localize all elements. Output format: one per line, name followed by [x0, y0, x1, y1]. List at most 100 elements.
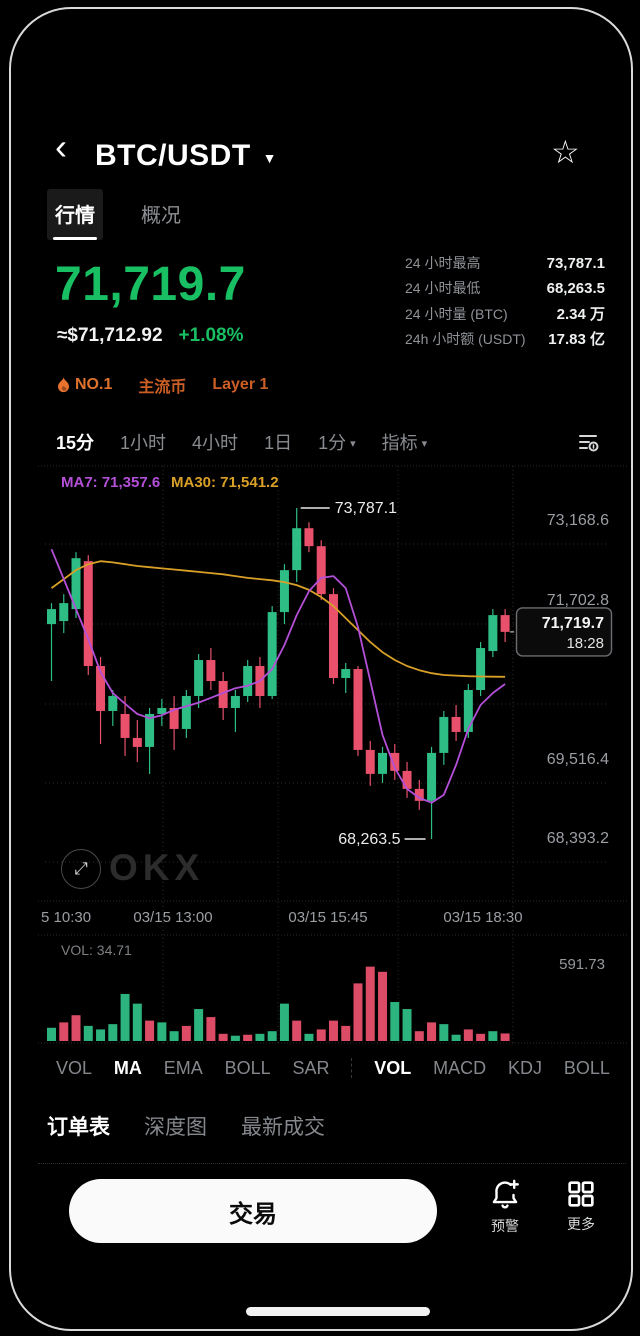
bell-plus-icon: [492, 1179, 519, 1209]
indicator-boll-8[interactable]: BOLL: [563, 1057, 610, 1078]
indicator-settings-icon[interactable]: [563, 424, 613, 460]
chart-text: 69,516.4: [547, 751, 609, 768]
token-badges: NO.1 主流币 Layer 1: [57, 373, 268, 397]
favorite-star-icon[interactable]: ☆: [551, 134, 580, 170]
divider: [38, 1163, 627, 1164]
volume-bar: [500, 1033, 510, 1041]
timeframe-toolbar: 15分 1小时 4小时 1日 1分 ▾ 指标 ▾: [43, 423, 623, 461]
indicator-ma-1[interactable]: MA: [113, 1057, 142, 1078]
candle-body: [169, 707, 179, 729]
candle-body: [71, 558, 81, 610]
stat-value: 17.83 亿: [548, 331, 605, 348]
candle-body: [279, 570, 289, 613]
volume-bar: [218, 1033, 228, 1041]
candle-body: [194, 660, 204, 696]
volume-bar: [181, 1025, 191, 1041]
volume-bars: [47, 966, 510, 1041]
timeframe-1小时[interactable]: 1小时: [120, 433, 167, 453]
volume-bar: [353, 983, 363, 1041]
indicator-kdj-7[interactable]: KDJ: [507, 1057, 542, 1078]
candle-body: [218, 681, 228, 708]
timeframe-1分[interactable]: 1分 ▾: [318, 433, 356, 453]
indicator-boll-3[interactable]: BOLL: [224, 1057, 271, 1078]
more-button[interactable]: 更多: [551, 1178, 611, 1234]
ma-legend[interactable]: MA7: 71,357.6 MA30: 71,541.2: [61, 474, 279, 491]
candle-body: [341, 669, 351, 679]
home-indicator[interactable]: [246, 1307, 430, 1316]
candle-body: [267, 612, 277, 696]
candlesticks: [47, 508, 510, 839]
orderbook-tabs: 订单表 深度图 最新成交: [47, 1111, 325, 1141]
volume-bar: [292, 1020, 302, 1041]
indicator-ema-2[interactable]: EMA: [163, 1057, 203, 1078]
volume-bar: [390, 1002, 400, 1041]
volume-bar: [463, 1029, 473, 1041]
chart-text: 5 10:30: [41, 909, 91, 926]
tab-概况[interactable]: 概况: [141, 205, 181, 227]
candle-body: [243, 666, 253, 696]
candle-body: [145, 713, 155, 747]
chevron-down-icon: ▾: [421, 437, 428, 450]
timeframe-4小时[interactable]: 4小时: [192, 433, 239, 453]
tag-badge[interactable]: 主流币: [138, 379, 187, 396]
stat-value: 2.34 万: [556, 306, 605, 323]
volume-bar: [230, 1035, 240, 1041]
tab-深度图[interactable]: 深度图: [144, 1116, 207, 1139]
volume-bar: [304, 1033, 314, 1041]
rank-label: NO.1: [75, 376, 113, 393]
chart-text: 03/15 15:45: [288, 909, 367, 926]
chevron-down-icon: ▾: [350, 437, 356, 450]
chart-text: 73,168.6: [547, 512, 609, 529]
candle-body: [378, 752, 388, 774]
indicator-sar-4[interactable]: SAR: [292, 1057, 330, 1078]
chart-text: 68,263.5: [338, 831, 400, 848]
alert-button[interactable]: 预警: [475, 1178, 535, 1236]
stat-row: 24 小时最低 68,263.5: [405, 278, 605, 299]
candle-body: [181, 695, 191, 729]
candle-body: [439, 716, 449, 753]
expand-arrows-icon: ⤢: [74, 859, 88, 878]
flame-icon: [58, 377, 69, 393]
volume-bar: [59, 1022, 69, 1041]
stat-label: 24 小时最高: [405, 255, 481, 271]
timeframe-指标[interactable]: 指标 ▾: [381, 433, 428, 453]
candle-body: [390, 752, 400, 771]
current-price-tag: 71,719.7 18:28: [510, 607, 613, 657]
chart-gridlines: [38, 465, 627, 1044]
candle-body: [83, 561, 93, 667]
volume-bar: [83, 1025, 93, 1041]
chart-text: VOL: 34.71: [61, 942, 132, 958]
indicator-macd-6[interactable]: MACD: [433, 1057, 487, 1078]
price-chart[interactable]: VOL: 34.71 591.73 MA7: 71,357.6 MA30: 71,54…: [13, 461, 627, 1046]
expand-chart-button[interactable]: ⤢: [61, 849, 101, 889]
timeframe-1日[interactable]: 1日: [264, 433, 293, 453]
stat-value: 73,787.1: [546, 255, 605, 272]
chart-text: 18:28: [566, 635, 604, 652]
pair-title-dropdown[interactable]: BTC/USDT ▼: [95, 139, 277, 173]
timeframe-15分[interactable]: 15分: [56, 433, 95, 453]
tab-订单表[interactable]: 订单表: [47, 1116, 110, 1139]
tab-最新成交[interactable]: 最新成交: [241, 1116, 325, 1139]
volume-bar: [451, 1034, 461, 1041]
candle-body: [96, 666, 106, 711]
candle-body: [476, 648, 486, 690]
volume-bar: [427, 1022, 437, 1041]
back-icon[interactable]: ‹: [55, 126, 67, 167]
candle-body: [292, 528, 302, 571]
tab-行情[interactable]: 行情: [47, 189, 103, 240]
volume-bar: [328, 1020, 338, 1041]
indicator-vol-5[interactable]: VOL: [374, 1057, 412, 1078]
volume-bar: [96, 1029, 106, 1041]
volume-bar: [108, 1024, 118, 1041]
volume-bar: [243, 1034, 253, 1041]
volume-bar: [476, 1033, 486, 1041]
stat-label: 24 小时量 (BTC): [405, 306, 508, 322]
ma30-line: [50, 560, 506, 678]
tag-badge[interactable]: Layer 1: [212, 376, 269, 393]
ma7-line: [50, 548, 506, 804]
indicator-vol-0[interactable]: VOL: [56, 1057, 93, 1078]
trade-button[interactable]: 交易: [69, 1179, 437, 1243]
candle-body: [59, 603, 69, 622]
volume-bar: [145, 1020, 155, 1041]
rank-badge[interactable]: NO.1: [57, 376, 112, 394]
